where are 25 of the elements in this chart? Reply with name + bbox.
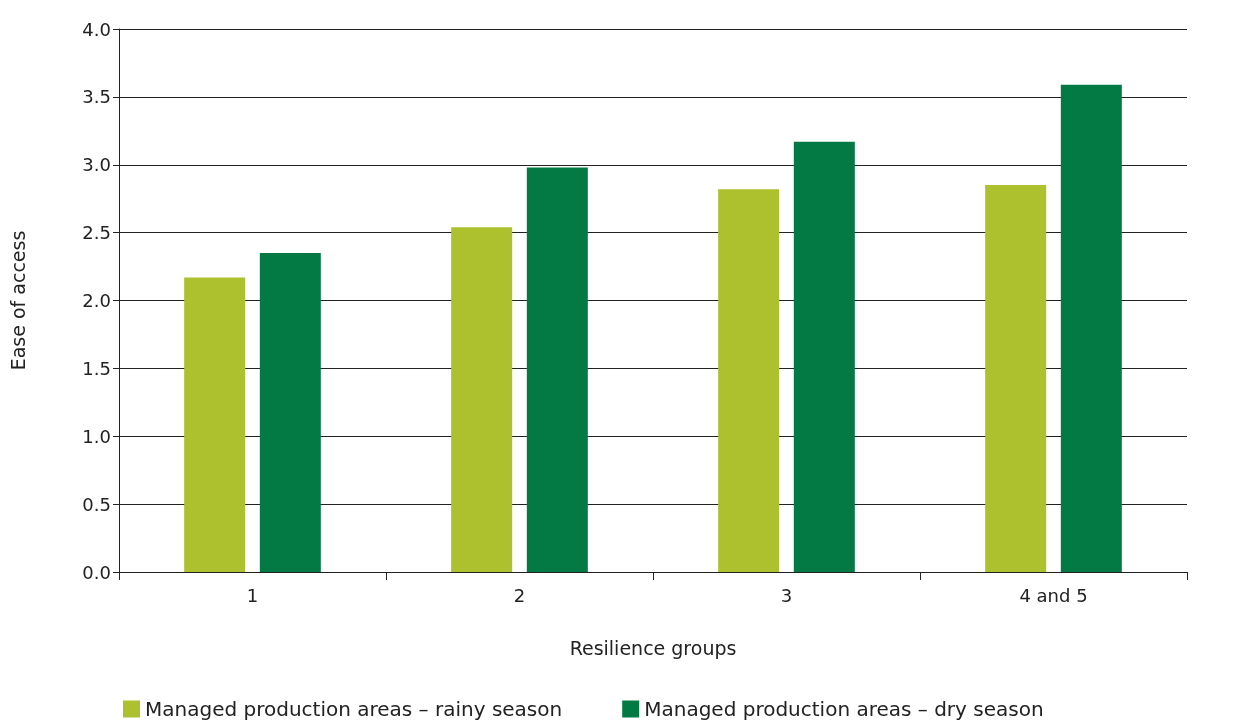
y-tick-label: 3.0 (82, 154, 111, 176)
y-tick-label: 1.0 (82, 425, 111, 447)
bar (793, 141, 855, 572)
bar (451, 227, 513, 572)
bar (184, 277, 246, 572)
x-tick-label: 4 and 5 (1019, 584, 1088, 606)
y-tick-label: 1.5 (82, 357, 111, 379)
legend-label: Managed production areas – dry season (644, 697, 1044, 721)
x-tick-label: 3 (780, 584, 793, 606)
x-tick-label: 1 (246, 584, 259, 606)
bar (718, 189, 780, 572)
bar (985, 185, 1047, 572)
legend-label: Managed production areas – rainy season (145, 697, 563, 721)
x-axis-title: Resilience groups (569, 636, 737, 659)
y-axis-title: Ease of access (6, 230, 29, 371)
bar (526, 167, 588, 572)
y-tick-label: 4.0 (82, 18, 111, 40)
bar (259, 252, 321, 572)
bar (1060, 84, 1122, 572)
x-tick-label: 2 (513, 584, 526, 606)
y-tick-label: 0.5 (82, 493, 111, 515)
y-tick-label: 3.5 (82, 86, 111, 108)
y-tick-label: 2.0 (82, 290, 111, 311)
y-tick-label: 0.0 (82, 561, 111, 583)
y-tick-label: 2.5 (82, 222, 111, 244)
